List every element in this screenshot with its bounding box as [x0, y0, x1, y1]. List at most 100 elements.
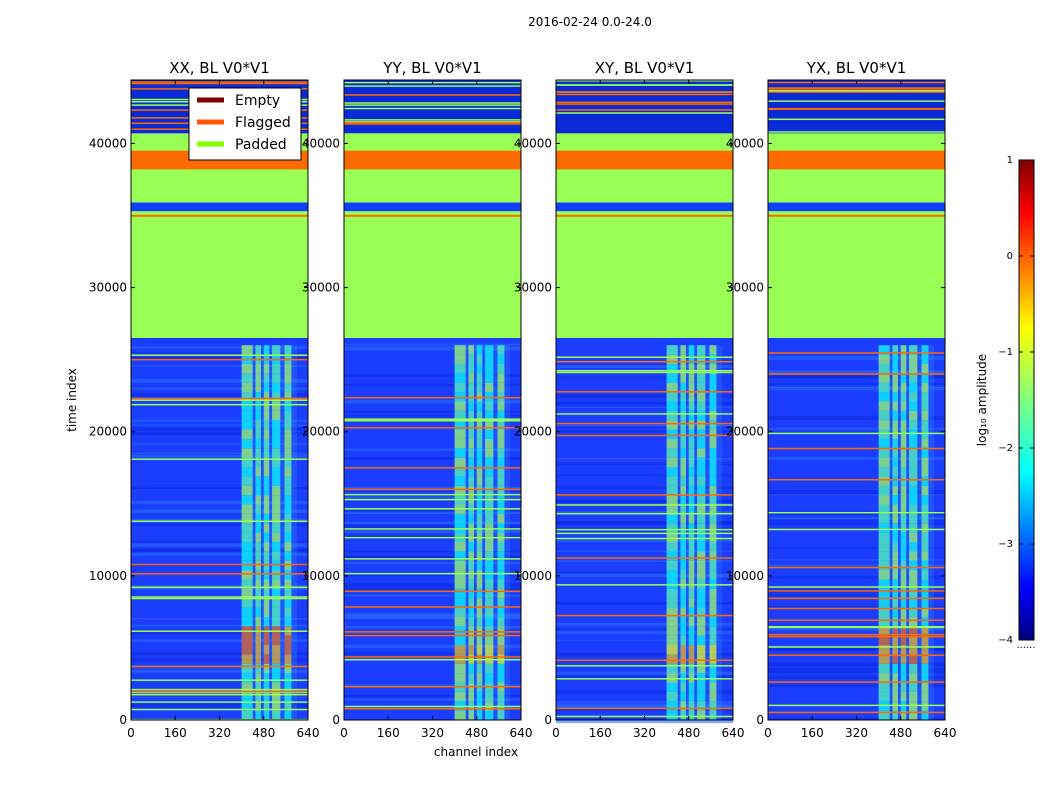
rfi-cell [909, 682, 918, 692]
rfi-cell [666, 410, 678, 421]
rfi-cell [892, 682, 898, 692]
rfi-cell [900, 438, 907, 449]
rfi-cell [900, 616, 907, 627]
noise-band [556, 719, 733, 724]
rfi-cell [255, 401, 261, 411]
rfi-cell [921, 607, 929, 617]
rfi-cell [468, 607, 474, 617]
rfi-cell [255, 607, 261, 617]
rfi-cell [476, 476, 483, 486]
noise-band [131, 540, 308, 543]
flag-line [556, 356, 733, 358]
rfi-cell [900, 382, 907, 393]
noise-band [556, 671, 733, 676]
rfi-cell [454, 448, 466, 458]
rfi-cell [709, 410, 717, 421]
rfi-cell [468, 448, 474, 458]
rfi-cell [878, 682, 890, 692]
padded-block [131, 169, 308, 203]
noise-band [344, 698, 521, 701]
rfi-cell [263, 616, 270, 627]
rfi-cell [272, 560, 281, 571]
rfi-cell [263, 448, 270, 458]
noise-band [768, 671, 945, 673]
rfi-cell [878, 710, 890, 720]
rfi-cell [892, 570, 898, 580]
rfi-cell [666, 663, 678, 674]
rfi-cell [900, 607, 907, 617]
noise-band [768, 370, 945, 375]
rfi-cell [878, 513, 890, 524]
rfi-cell [497, 345, 505, 355]
rfi-cell [272, 373, 281, 383]
rfi-cell [709, 382, 717, 393]
rfi-cell [892, 560, 898, 571]
rfi-cell [497, 607, 505, 617]
noise-band [556, 500, 733, 504]
noise-band [556, 539, 733, 543]
rfi-cell [263, 345, 270, 355]
noise-band [556, 560, 733, 562]
rfi-cell [241, 457, 253, 468]
rfi-cell [272, 532, 281, 542]
rfi-cell [241, 532, 253, 542]
rfi-cell [485, 354, 494, 364]
rfi-cell [263, 645, 270, 655]
colorbar-tick-label: −3 [998, 539, 1013, 550]
rfi-cell [892, 645, 898, 655]
noise-band [344, 550, 521, 553]
noise-band [131, 501, 308, 505]
rfi-cell [284, 682, 292, 692]
rfi-cell [497, 467, 505, 477]
rfi-cell [284, 710, 292, 720]
rfi-cell [468, 570, 474, 580]
x-tick-label: 320 [633, 726, 656, 740]
rfi-cell [709, 504, 717, 514]
noise-band [768, 647, 945, 652]
noise-band [556, 430, 733, 433]
rfi-cell [666, 691, 678, 702]
noise-band [556, 573, 733, 577]
rfi-cell [878, 429, 890, 439]
rfi-cell [688, 588, 695, 599]
rfi-cell [921, 392, 929, 402]
gap-data [556, 202, 733, 212]
rfi-cell [921, 504, 929, 514]
rfi-cell [900, 448, 907, 458]
rfi-cell [497, 560, 505, 571]
rfi-cell [468, 438, 474, 449]
rfi-cell [485, 410, 494, 421]
rfi-cell [284, 541, 292, 552]
rfi-cell [255, 701, 261, 711]
rfi-cell [688, 457, 695, 468]
rfi-cell [666, 523, 678, 533]
rfi-cell [666, 438, 678, 449]
rfi-cell [263, 373, 270, 383]
rfi-cell [878, 626, 890, 636]
rfi-cell [284, 673, 292, 683]
rfi-cell [709, 476, 717, 486]
rfi-cell [892, 616, 898, 627]
rfi-cell [284, 513, 292, 524]
rfi-cell [688, 513, 695, 524]
rfi-cell [709, 663, 717, 674]
flag-line [344, 420, 521, 422]
rfi-cell [909, 654, 918, 664]
rfi-cell [241, 663, 253, 674]
rfi-cell [680, 448, 686, 458]
rfi-cell [454, 541, 466, 552]
rfi-cell [468, 588, 474, 599]
rfi-cell [697, 532, 706, 542]
noise-band [131, 365, 308, 367]
rfi-cell [241, 560, 253, 571]
flag-line [768, 590, 945, 592]
rfi-cell [921, 588, 929, 599]
rfi-cell [688, 345, 695, 355]
rfi-cell [468, 579, 474, 589]
panel-1: YY, BL V0*V1 0 160 320 480 640 0 10000 20000 3000… [302, 59, 533, 740]
rfi-cell [255, 429, 261, 439]
rfi-cell [284, 635, 292, 646]
rfi-cell [497, 410, 505, 421]
rfi-cell [892, 626, 898, 636]
